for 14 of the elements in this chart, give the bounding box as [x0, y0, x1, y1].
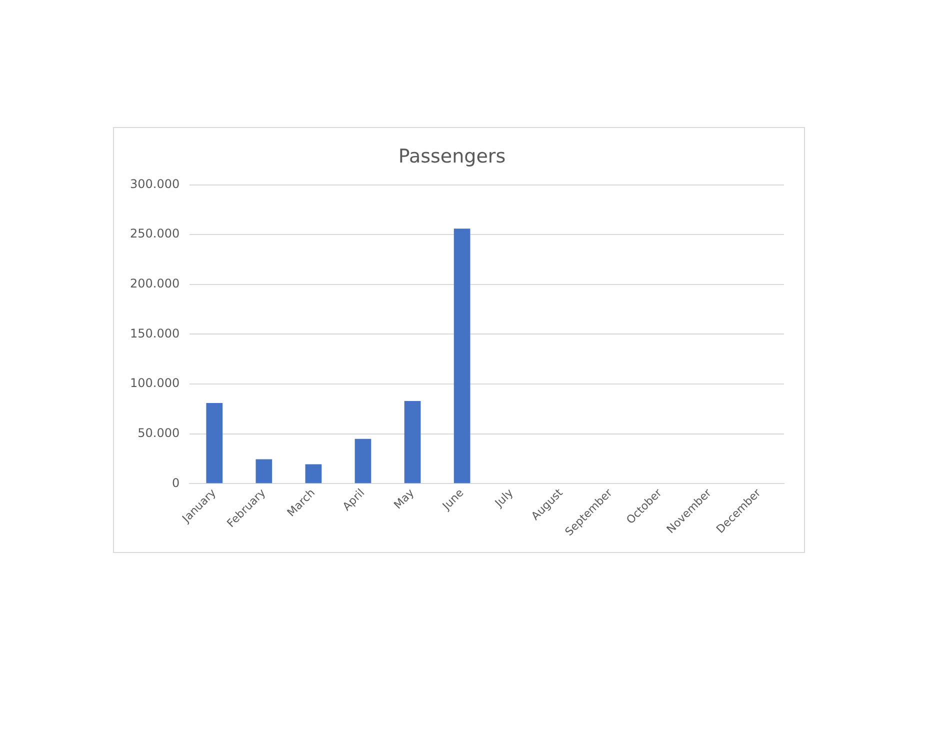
bar [305, 464, 322, 484]
y-tick-label: 250.000 [130, 226, 180, 241]
y-tick-label: 50.000 [138, 426, 180, 440]
y-tick-label: 300.000 [130, 176, 180, 191]
y-tick-label: 0 [172, 476, 180, 490]
bar [206, 402, 223, 484]
bar [454, 228, 470, 484]
bar [354, 438, 372, 484]
y-tick-label: 100.000 [130, 376, 180, 390]
bar [404, 400, 421, 484]
y-tick-label: 150.000 [130, 326, 180, 340]
y-tick-label: 200.000 [130, 276, 180, 291]
bar [256, 459, 272, 484]
chart-title: Passengers [398, 145, 506, 168]
